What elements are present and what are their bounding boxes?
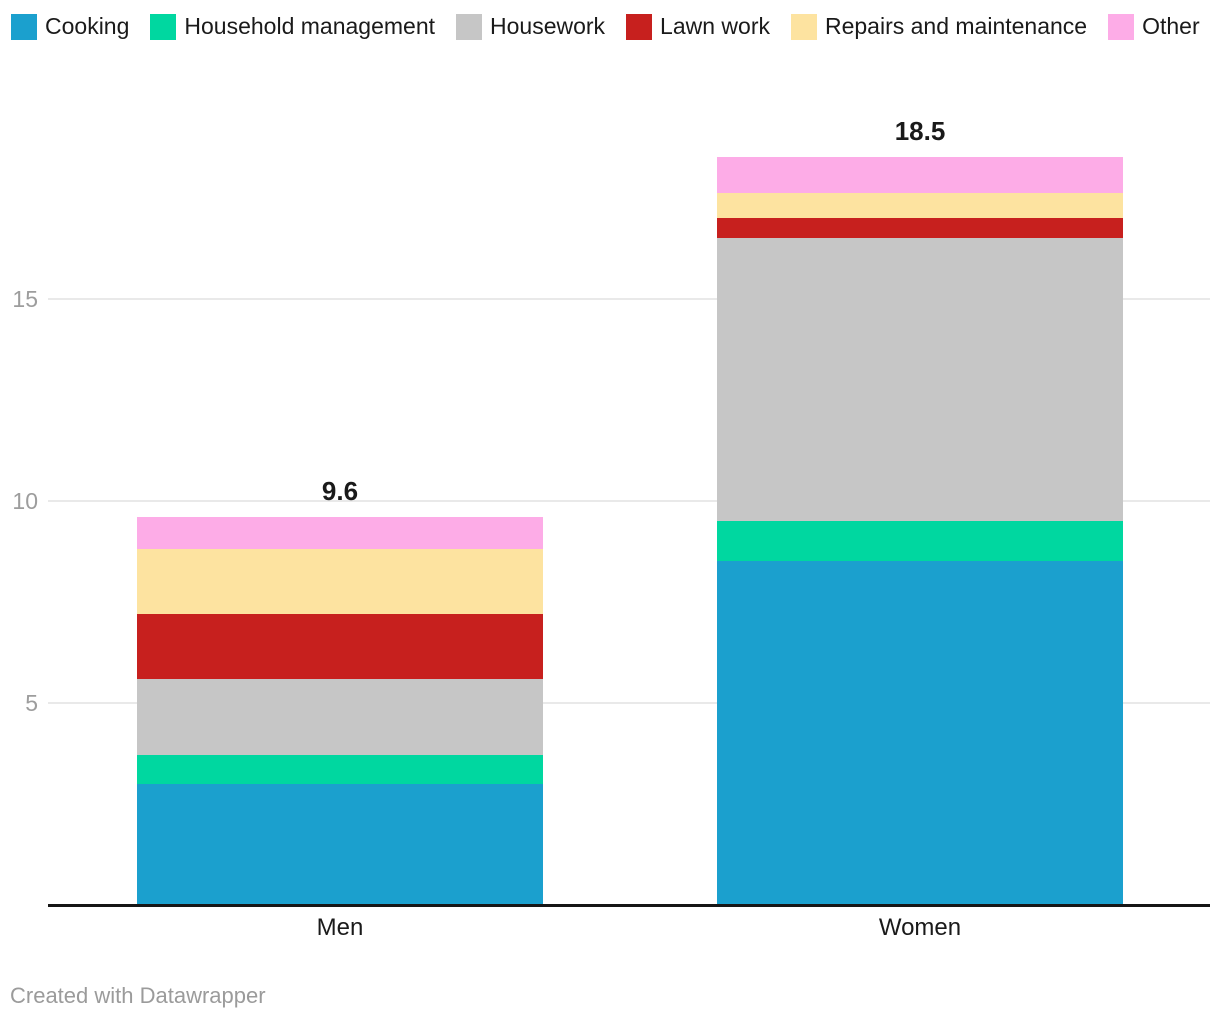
bar-segment-women-housework[interactable] <box>717 237 1123 521</box>
footer-credit: Created with Datawrapper <box>10 983 266 1008</box>
legend-item-housework: Housework <box>456 13 605 40</box>
legend-label-cooking: Cooking <box>45 13 130 39</box>
legend-label-housework: Housework <box>490 13 606 39</box>
legend-item-lawn-work: Lawn work <box>626 13 770 40</box>
legend-item-household-management: Household management <box>150 13 435 40</box>
legend-swatch-household-management <box>150 13 177 40</box>
legend-swatch-cooking <box>11 13 37 40</box>
total-label-men: 9.6 <box>321 475 359 506</box>
y-tick-label-5: 5 <box>25 689 38 716</box>
legend-label-household-management: Household management <box>184 13 435 39</box>
gridline-y-10 <box>48 499 1210 502</box>
bar-segment-women-lawn-work[interactable] <box>717 217 1123 238</box>
bar-segment-men-repairs-and-maintenance[interactable] <box>137 549 543 614</box>
category-label-men: Men <box>316 914 364 941</box>
bar-segment-women-other[interactable] <box>717 157 1123 194</box>
legend-label-other: Other <box>1142 13 1200 39</box>
legend-item-other: Other <box>1108 13 1200 40</box>
legend-swatch-other <box>1108 13 1135 40</box>
bar-segment-women-cooking[interactable] <box>717 561 1123 905</box>
y-tick-label-15: 15 <box>12 285 38 312</box>
legend-label-lawn-work: Lawn work <box>660 13 770 39</box>
bar-women <box>717 157 1123 905</box>
legend-swatch-housework <box>456 13 482 40</box>
gridline-y-5 <box>48 701 1210 704</box>
bar-segment-men-cooking[interactable] <box>137 783 543 905</box>
total-label-women: 18.5 <box>894 116 946 147</box>
legend-item-repairs-and-maintenance: Repairs and maintenance <box>790 13 1088 40</box>
bar-segment-men-household-management[interactable] <box>137 755 543 784</box>
bar-segment-men-other[interactable] <box>137 516 543 550</box>
bar-men <box>137 516 543 905</box>
category-label-women: Women <box>878 914 962 941</box>
x-axis-line <box>48 904 1210 907</box>
legend-swatch-lawn-work <box>626 13 653 40</box>
bar-segment-men-lawn-work[interactable] <box>137 613 543 679</box>
legend-swatch-repairs-and-maintenance <box>790 13 817 40</box>
gridline-y-15 <box>48 297 1210 300</box>
y-tick-label-10: 10 <box>12 487 38 514</box>
chart-legend: Cooking Household management Housework Lawn… <box>11 13 1209 40</box>
bar-segment-men-housework[interactable] <box>137 678 543 756</box>
legend-label-repairs-and-maintenance: Repairs and maintenance <box>824 13 1088 39</box>
legend-item-cooking: Cooking <box>11 13 129 40</box>
bar-segment-women-repairs-and-maintenance[interactable] <box>717 193 1123 218</box>
bar-segment-women-household-management[interactable] <box>717 520 1123 562</box>
